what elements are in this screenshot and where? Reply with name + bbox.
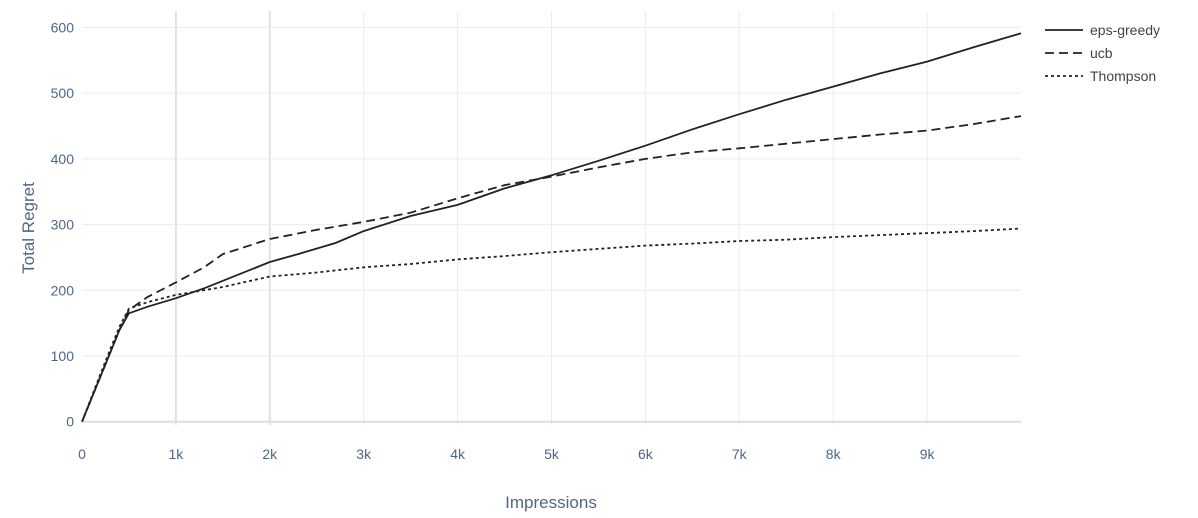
legend-item-ucb[interactable]: ucb	[1045, 45, 1113, 61]
plot-series	[81, 32, 1022, 423]
y-tick-label: 400	[51, 151, 75, 167]
x-axis-title: Impressions	[505, 493, 597, 512]
y-tick-label: 100	[51, 348, 75, 364]
series-line-ucb	[81, 115, 1022, 423]
x-tick-label: 2k	[262, 446, 278, 462]
legend-label: Thompson	[1090, 68, 1156, 84]
x-tick-label: 1k	[169, 446, 185, 462]
series-line-eps-greedy	[81, 32, 1022, 423]
legend-item-thompson[interactable]: Thompson	[1045, 68, 1156, 84]
y-tick-label: 500	[51, 85, 75, 101]
legend[interactable]: eps-greedy ucb Thompson	[1045, 22, 1160, 84]
x-axis-ticks: 0 1k 2k 3k 4k 5k 6k 7k 8k 9k	[78, 446, 935, 462]
legend-label: ucb	[1090, 45, 1113, 61]
y-axis-title: Total Regret	[19, 182, 38, 274]
x-tick-label: 9k	[920, 446, 936, 462]
series-line-thompson	[81, 227, 1022, 423]
x-tick-label: 0	[78, 446, 86, 462]
x-tick-label: 8k	[826, 446, 842, 462]
x-tick-label: 4k	[450, 446, 466, 462]
legend-label: eps-greedy	[1090, 22, 1160, 38]
y-axis-ticks: 0 100 200 300 400 500 600	[51, 19, 75, 429]
y-tick-label: 300	[51, 217, 75, 233]
legend-item-eps-greedy[interactable]: eps-greedy	[1045, 22, 1160, 38]
y-tick-label: 200	[51, 282, 75, 298]
y-tick-label: 600	[51, 19, 75, 35]
y-grid	[82, 26, 1021, 423]
x-tick-label: 5k	[544, 446, 560, 462]
x-tick-label: 6k	[638, 446, 654, 462]
y-tick-label: 0	[66, 414, 74, 430]
x-tick-label: 7k	[732, 446, 748, 462]
x-tick-label: 3k	[356, 446, 372, 462]
